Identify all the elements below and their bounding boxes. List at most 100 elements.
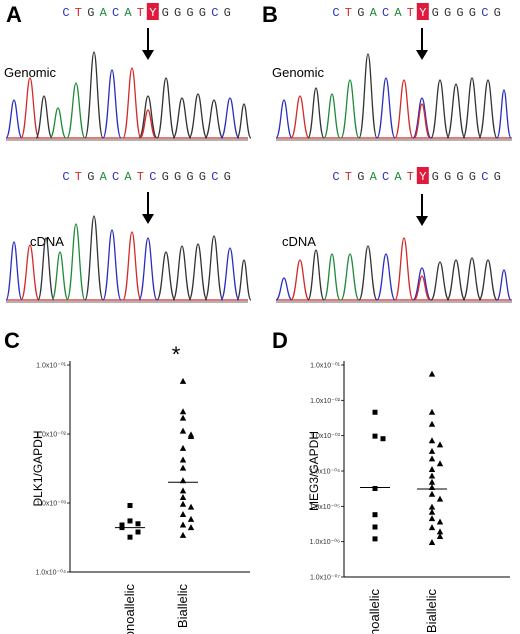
sequence-base: G (432, 6, 439, 20)
chromatogram-peak (394, 79, 414, 139)
sequence-base: Y (149, 6, 156, 20)
sequence-base: C (112, 170, 119, 184)
sequence-base: G (199, 6, 206, 20)
panel-a-genomic-chromatogram (5, 51, 252, 141)
ambiguous-base-highlight (416, 167, 429, 184)
data-point-square (135, 529, 141, 535)
chromatogram-peak (307, 249, 325, 301)
chromatogram-peak (122, 67, 142, 139)
data-point-triangle (428, 478, 436, 485)
chromatogram-peak (307, 87, 325, 139)
chromatogram-peak (5, 241, 23, 301)
panel-c-significance-star: * (172, 342, 181, 367)
data-point-square (372, 409, 378, 415)
sequence-base: G (357, 170, 364, 184)
panel-b-genomic-label: Genomic (272, 65, 325, 80)
data-point-square (372, 536, 378, 542)
data-point-triangle (428, 508, 436, 515)
sequence-base: T (407, 170, 414, 184)
sequence-base: G (186, 170, 193, 184)
x-category-label: Monoallelic (367, 589, 382, 634)
sequence-base: G (494, 170, 501, 184)
x-category-label: Monoallelic (122, 584, 137, 634)
data-point-triangle (428, 472, 436, 479)
chromatogram-peak (412, 97, 432, 139)
sequence-base: A (370, 6, 378, 20)
data-point-triangle (187, 524, 195, 531)
panel-b-genomic-chromatogram (275, 53, 512, 141)
sequence-base: G (432, 170, 439, 184)
sequence-base: G (456, 170, 463, 184)
chromatogram-peak (496, 269, 512, 301)
y-tick-label: 1.0x10⁻⁰² (36, 431, 67, 439)
panel-c: C 1.0x10⁻⁰¹ 1.0x10⁻⁰² 1.0x10⁻⁰³ 1.0x10⁻⁰⁴ DL… (4, 328, 250, 634)
chromatogram-peak (122, 231, 142, 301)
panel-a-genomic-arrow (142, 28, 154, 60)
sequence-base: G (162, 6, 169, 20)
chromatogram-peak (340, 253, 360, 301)
panel-a-cdna-arrow (142, 192, 154, 224)
series-biallelic (168, 377, 198, 538)
data-point-square (135, 521, 141, 527)
chromatogram-peak (138, 237, 158, 301)
panel-b-cdna-chromatogram (275, 237, 512, 303)
chromatogram-peak (478, 79, 498, 139)
chromatogram-peak (204, 235, 224, 301)
sequence-base: G (87, 6, 94, 20)
chromatogram-peak (290, 259, 310, 301)
sequence-base: G (174, 6, 181, 20)
y-tick-label: 1.0x10⁻⁰¹ (36, 362, 67, 370)
sequence-base: T (345, 6, 352, 20)
chromatogram-peak (84, 215, 104, 301)
panel-c-letter: C (4, 328, 20, 353)
data-point-triangle (187, 503, 195, 510)
data-point-triangle (428, 408, 436, 415)
sequence-base: A (370, 170, 378, 184)
sequence-base: C (149, 170, 156, 184)
sequence-base: Y (419, 6, 426, 20)
chromatogram-peak (66, 223, 86, 301)
chromatogram-peak (430, 79, 450, 139)
data-point-triangle (428, 420, 436, 427)
chromatogram-peak (156, 251, 176, 301)
sequence-base: C (332, 6, 339, 20)
chromatogram-peak (20, 77, 40, 139)
panel-a-letter: A (6, 2, 22, 27)
data-point-triangle (179, 531, 187, 538)
sequence-base: G (357, 6, 364, 20)
data-point-triangle (436, 533, 444, 540)
chromatogram-peak (462, 257, 482, 301)
data-point-triangle (179, 377, 187, 384)
y-tick-label: 1.0x10⁻⁰⁵ (310, 503, 341, 511)
chromatogram-peak (20, 244, 40, 301)
data-point-triangle (179, 414, 187, 421)
chromatogram-peak (496, 89, 512, 139)
chromatogram-peak (376, 253, 396, 301)
data-point-square (119, 522, 125, 528)
chromatogram-peak (290, 95, 310, 139)
panel-b-genomic-arrow (416, 28, 428, 60)
chromatogram-peak (172, 97, 192, 139)
chromatogram-peak (220, 97, 240, 139)
chromatogram-peak (49, 107, 67, 139)
data-point-triangle (179, 464, 187, 471)
y-axis-label: MEG3/GAPDH (307, 431, 321, 511)
chromatogram-peak (323, 93, 341, 139)
chromatogram-peak (394, 237, 414, 301)
sequence-base: G (469, 6, 476, 20)
data-point-triangle (428, 437, 436, 444)
sequence-base: G (456, 6, 463, 20)
series-biallelic (417, 370, 447, 545)
x-category-label: Biallelic (424, 589, 439, 634)
series-monoallelic (360, 409, 390, 542)
chromatogram-peak (66, 82, 86, 139)
chromatogram-peak (102, 229, 122, 301)
panel-b-cdna-label: cDNA (282, 234, 316, 249)
data-point-square (372, 512, 378, 518)
chromatogram-peak (478, 259, 498, 301)
sequence-base: T (137, 6, 144, 20)
sequence-base: Y (419, 170, 426, 184)
sequence-base: A (100, 6, 108, 20)
